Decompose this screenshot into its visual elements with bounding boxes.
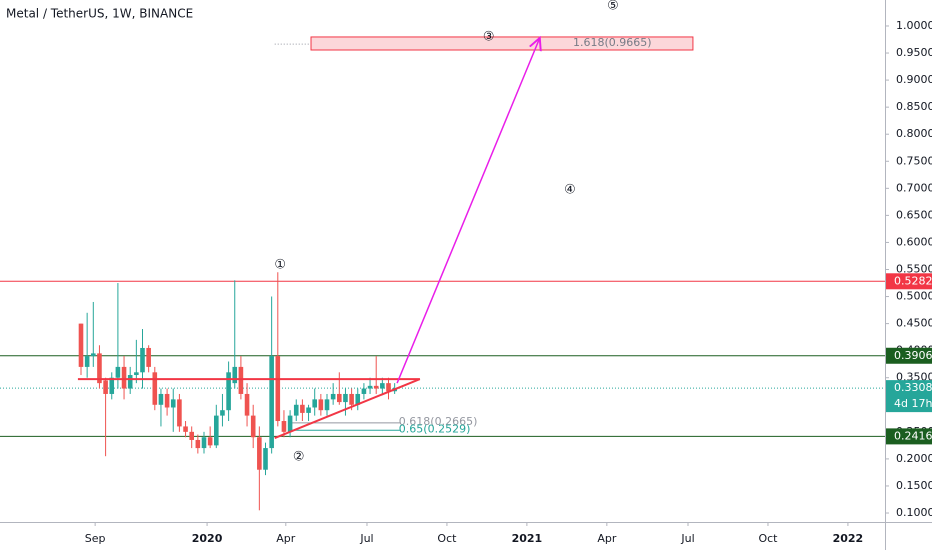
y-tick-label: 0.1500 bbox=[896, 479, 932, 492]
y-tick-label: 0.4500 bbox=[896, 317, 932, 330]
candle-body bbox=[115, 366, 121, 378]
candle-body bbox=[90, 353, 96, 357]
y-tick-label: 0.2000 bbox=[896, 452, 932, 465]
wave-label: ① bbox=[274, 258, 286, 273]
candle-body bbox=[318, 399, 324, 411]
level-label: 0.3906 bbox=[894, 349, 932, 362]
candle-body bbox=[380, 383, 385, 389]
candle-body bbox=[250, 415, 256, 438]
candle-body bbox=[226, 372, 231, 411]
fib-label: 0.618(0.2665) bbox=[399, 415, 478, 428]
last-price-box bbox=[886, 380, 932, 413]
candle-body bbox=[343, 393, 348, 403]
x-tick-label: Jul bbox=[359, 532, 373, 545]
candle-body bbox=[373, 385, 379, 389]
candle-body bbox=[337, 393, 342, 403]
y-tick-label: 0.8000 bbox=[896, 127, 932, 140]
level-label-box bbox=[886, 273, 932, 290]
candle-body bbox=[324, 399, 330, 411]
wave-label: ⑤ bbox=[607, 0, 619, 13]
candle-body bbox=[355, 393, 361, 405]
x-tick-label: Oct bbox=[437, 532, 457, 545]
candle-body bbox=[386, 383, 391, 392]
countdown-label: 4d 17h bbox=[894, 397, 932, 410]
last-price-label: 0.3308 bbox=[894, 381, 932, 394]
y-tick-label: 0.9000 bbox=[896, 73, 932, 86]
candle-body bbox=[287, 415, 293, 432]
level-label: 0.5282 bbox=[894, 274, 932, 287]
candle-body bbox=[213, 415, 219, 446]
candle-body bbox=[263, 448, 268, 470]
candle-body bbox=[300, 404, 305, 413]
candle-body bbox=[152, 372, 158, 405]
candle-body bbox=[220, 410, 225, 416]
candle-body bbox=[189, 431, 194, 440]
candle-body bbox=[201, 437, 207, 449]
y-tick-label: 0.5500 bbox=[896, 262, 932, 275]
candle-body bbox=[361, 388, 367, 394]
x-tick-label: Oct bbox=[758, 532, 778, 545]
x-tick-label: 2021 bbox=[512, 532, 543, 545]
x-tick-label: Apr bbox=[597, 532, 617, 545]
x-tick-label: 2022 bbox=[833, 532, 864, 545]
candle-body bbox=[158, 393, 164, 405]
wave-label: ④ bbox=[564, 182, 576, 197]
level-label-box bbox=[886, 347, 932, 364]
candle-body bbox=[281, 421, 287, 432]
candle-body bbox=[109, 377, 115, 394]
chart-title: Metal / TetherUS, 1W, BINANCE bbox=[6, 7, 193, 21]
y-tick-label: 0.5000 bbox=[896, 290, 932, 303]
candle-body bbox=[140, 347, 145, 373]
candle-body bbox=[330, 393, 336, 400]
projection-arrow bbox=[396, 38, 540, 384]
candle-body bbox=[232, 366, 238, 384]
candle-body bbox=[170, 399, 176, 408]
wave-label: ② bbox=[293, 450, 305, 465]
candle-body bbox=[103, 380, 108, 394]
y-tick-label: 0.6000 bbox=[896, 235, 932, 248]
candle-body bbox=[349, 393, 354, 405]
x-tick-label: 2020 bbox=[192, 532, 223, 545]
candle-body bbox=[84, 356, 90, 367]
y-tick-label: 0.7000 bbox=[896, 181, 932, 194]
y-tick-label: 0.6500 bbox=[896, 208, 932, 221]
y-tick-label: 1.0000 bbox=[896, 19, 932, 32]
candle-body bbox=[293, 404, 299, 416]
candle-body bbox=[183, 426, 188, 432]
candle-body bbox=[312, 399, 318, 408]
candle-body bbox=[146, 347, 151, 367]
candle-body bbox=[244, 393, 250, 416]
y-tick-label: 0.9500 bbox=[896, 46, 932, 59]
candle-body bbox=[238, 366, 244, 394]
y-tick-label: 0.1000 bbox=[896, 506, 932, 519]
wave-label: ③ bbox=[483, 29, 495, 44]
candle-body bbox=[164, 393, 170, 408]
level-label-box bbox=[886, 428, 932, 445]
candle-body bbox=[121, 366, 127, 389]
candle-body bbox=[134, 372, 139, 376]
candle-body bbox=[269, 356, 274, 449]
target-zone bbox=[310, 36, 694, 51]
candle-body bbox=[195, 439, 201, 449]
candle-body bbox=[127, 375, 133, 389]
x-tick-label: Sep bbox=[85, 532, 106, 545]
candle-body bbox=[177, 399, 182, 427]
x-tick-label: Apr bbox=[276, 532, 296, 545]
fib-label: 0.65(0.2529) bbox=[399, 422, 471, 435]
triangle-line bbox=[274, 378, 421, 439]
level-label: 0.2416 bbox=[894, 429, 932, 442]
y-tick-label: 0.7500 bbox=[896, 154, 932, 167]
candle-body bbox=[207, 437, 213, 446]
x-tick-label: Jul bbox=[680, 532, 694, 545]
target-label: 1.618(0.9665) bbox=[573, 36, 652, 49]
candle-body bbox=[306, 407, 311, 413]
candle-body bbox=[97, 353, 102, 384]
candle-body bbox=[78, 323, 84, 367]
y-tick-label: 0.8500 bbox=[896, 100, 932, 113]
candle-body bbox=[257, 437, 262, 470]
candle-body bbox=[275, 356, 281, 422]
candle-body bbox=[367, 385, 373, 389]
